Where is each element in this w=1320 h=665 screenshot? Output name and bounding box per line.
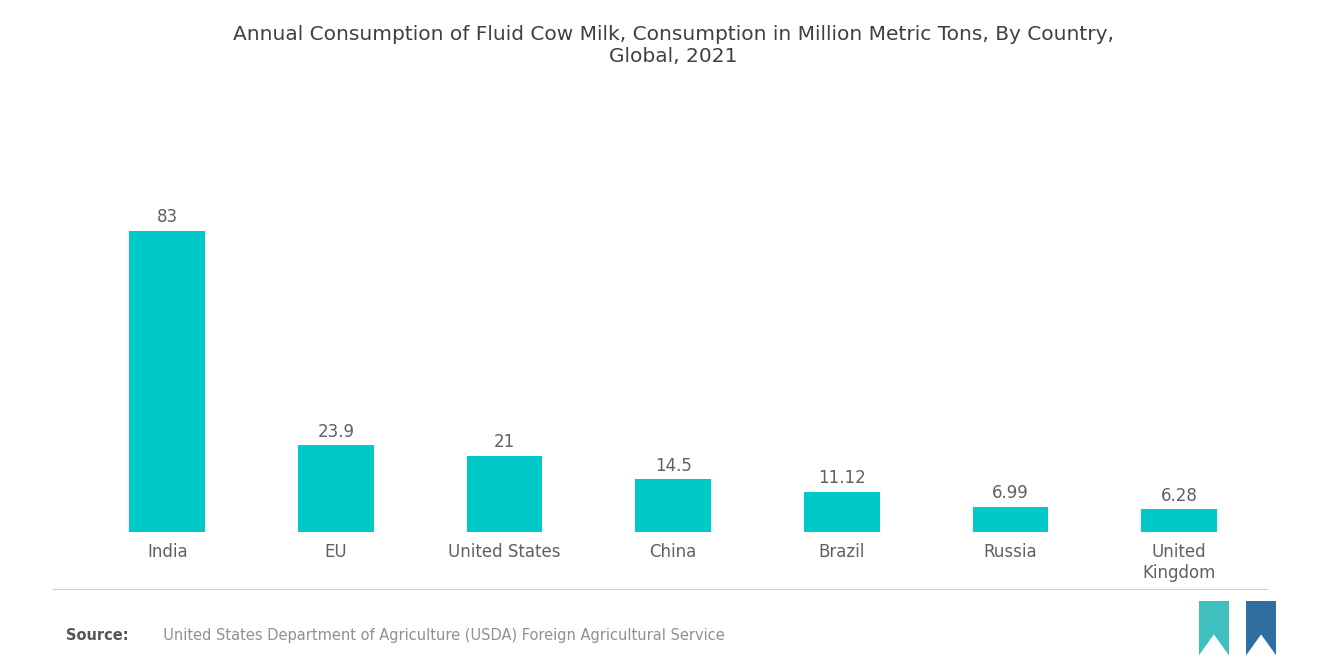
Polygon shape (1246, 634, 1276, 656)
Bar (298, 446, 374, 532)
Bar (466, 456, 543, 532)
Text: United States Department of Agriculture (USDA) Foreign Agricultural Service: United States Department of Agriculture … (154, 628, 725, 642)
Bar (129, 231, 205, 532)
Text: Source:: Source: (66, 628, 128, 642)
Title: Annual Consumption of Fluid Cow Milk, Consumption in Million Metric Tons, By Cou: Annual Consumption of Fluid Cow Milk, Co… (232, 25, 1114, 66)
Text: 23.9: 23.9 (317, 423, 354, 441)
Bar (1142, 509, 1217, 532)
Polygon shape (1199, 634, 1229, 656)
Text: 11.12: 11.12 (818, 469, 866, 487)
Text: 6.99: 6.99 (993, 484, 1028, 502)
Polygon shape (1246, 601, 1276, 656)
Text: 6.28: 6.28 (1160, 487, 1197, 505)
Text: 83: 83 (157, 208, 178, 226)
Bar (635, 479, 711, 532)
Bar (973, 507, 1048, 532)
Text: 21: 21 (494, 434, 515, 452)
Bar (804, 491, 880, 532)
Text: 14.5: 14.5 (655, 457, 692, 475)
Polygon shape (1199, 601, 1229, 656)
